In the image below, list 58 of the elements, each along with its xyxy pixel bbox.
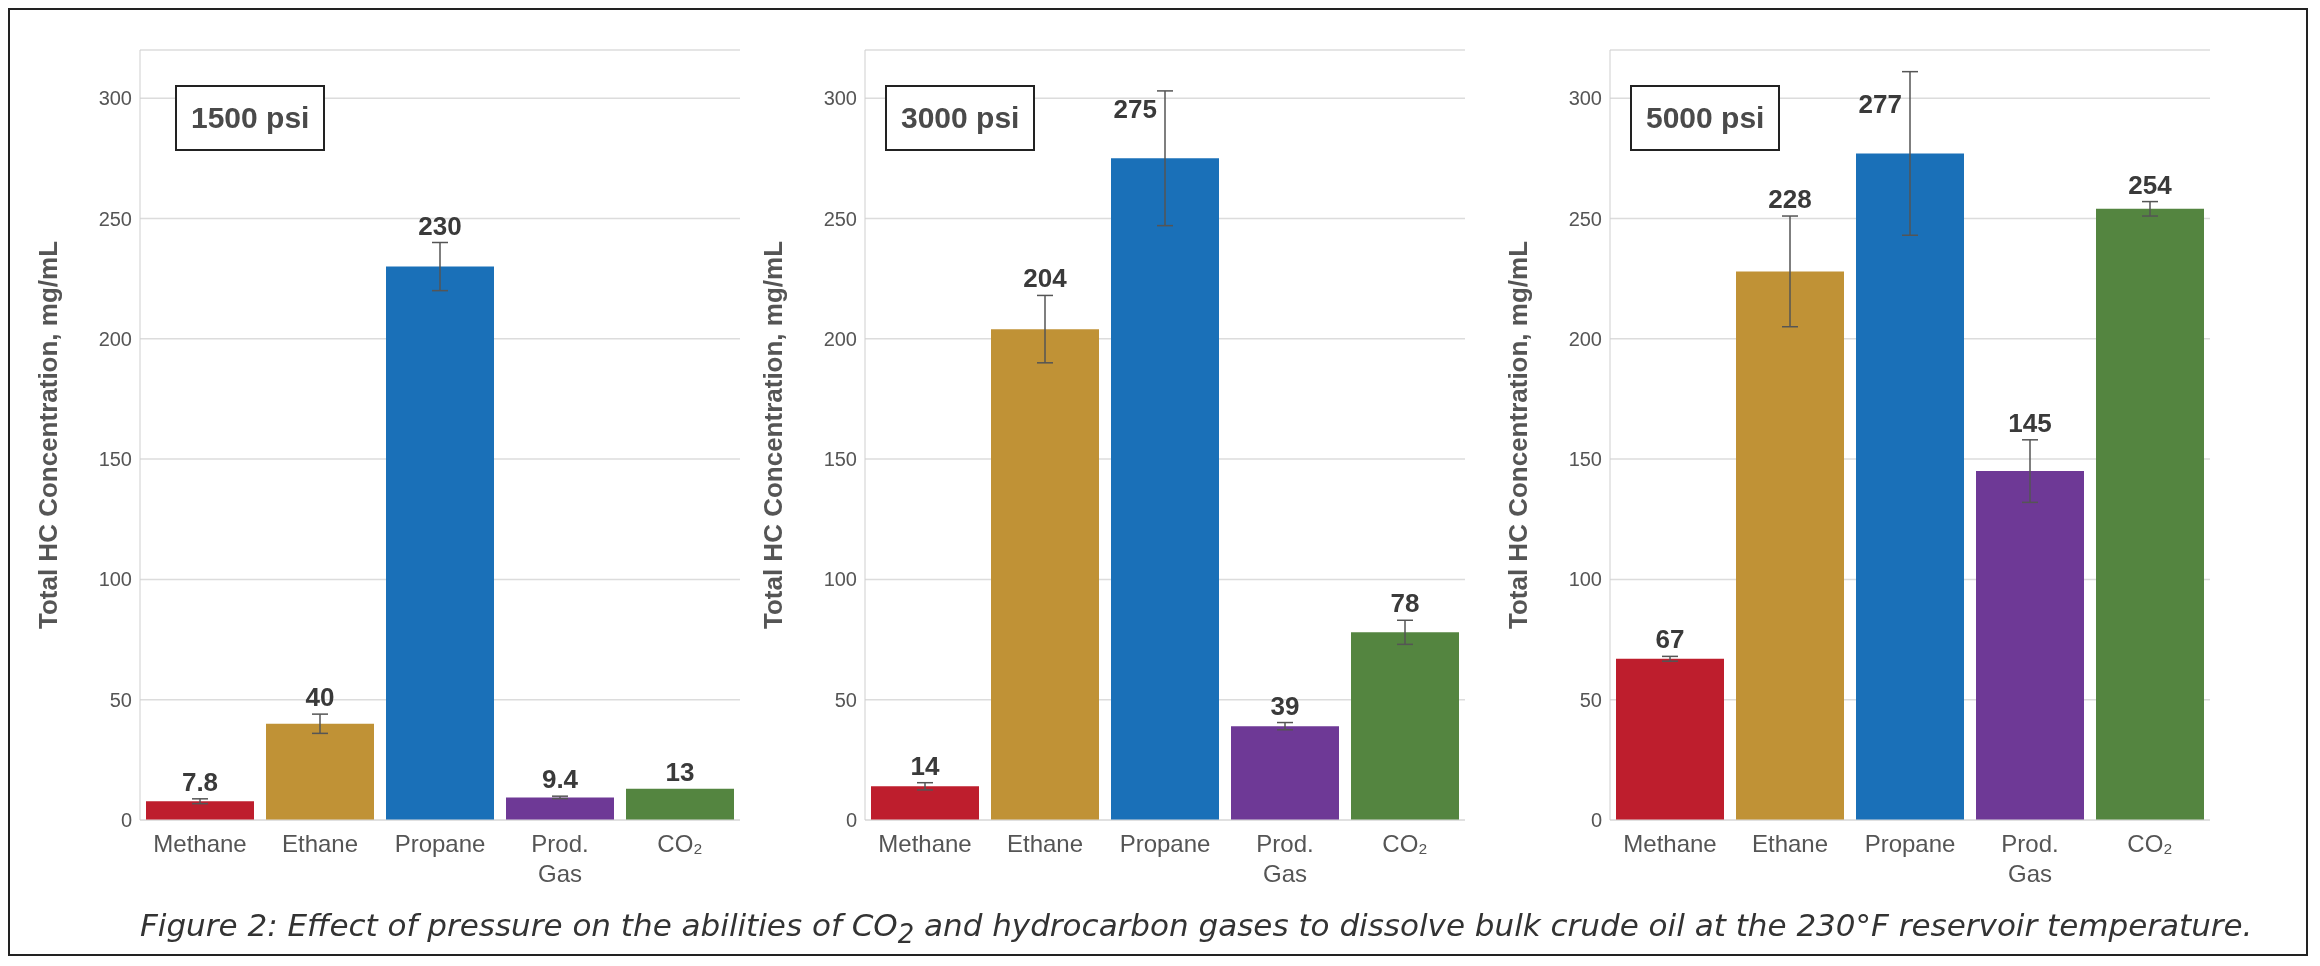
- y-tick-label: 0: [845, 809, 857, 832]
- x-tick-label: Methane: [1623, 830, 1717, 857]
- x-tick-label: Ethane: [1751, 830, 1829, 857]
- y-axis-title: Total HC Concentration, mg/mL: [33, 240, 64, 630]
- y-tick-label: 100: [98, 568, 132, 591]
- caption: Figure 2: Effect of pressure on the abilities of CO$_{2}$ and hydrocarbon gases to dissolve bulk crude oil at the 230°F reservoir temperature.: [140, 907, 2253, 950]
- y-tick-label: 250: [823, 207, 857, 230]
- data-label: 40: [305, 682, 335, 713]
- y-axis-title: Total HC Concentration, mg/mL: [758, 240, 789, 630]
- x-tick-label: Propane: [394, 830, 486, 857]
- y-tick-label: 300: [98, 87, 132, 110]
- y-tick-label: 200: [98, 327, 132, 350]
- data-label: 67: [1655, 624, 1685, 655]
- x-tick-label: Prod. Gas: [531, 830, 589, 887]
- y-tick-label: 200: [1568, 327, 1602, 350]
- data-label: 275: [1113, 94, 1157, 125]
- text: 5000 psi: [1630, 85, 1781, 151]
- x-tick-label: CO₂: [2127, 830, 2173, 857]
- y-tick-label: 50: [109, 688, 132, 711]
- y-tick-label: 100: [823, 568, 857, 591]
- text: 3000 psi: [885, 85, 1036, 151]
- x-tick-label: Prod. Gas: [1256, 830, 1314, 887]
- y-tick-label: 150: [1568, 448, 1602, 471]
- y-tick-label: 300: [823, 87, 857, 110]
- data-label: 7.8: [181, 766, 219, 797]
- data-label: 9.4: [541, 764, 579, 795]
- x-tick-label: Prod. Gas: [2001, 830, 2059, 887]
- data-label: 277: [1858, 89, 1902, 120]
- y-tick-label: 0: [1590, 809, 1602, 832]
- x-tick-label: Methane: [878, 830, 972, 857]
- data-label: 228: [1768, 184, 1812, 215]
- data-label: 13: [665, 756, 695, 787]
- text: 1500 psi: [175, 85, 326, 151]
- y-axis-title: Total HC Concentration, mg/mL: [1503, 240, 1534, 630]
- y-tick-label: 150: [823, 448, 857, 471]
- y-tick-label: 100: [1568, 568, 1602, 591]
- y-tick-label: 50: [834, 688, 857, 711]
- y-tick-label: 300: [1568, 87, 1602, 110]
- y-tick-label: 150: [98, 448, 132, 471]
- data-label: 78: [1390, 588, 1420, 619]
- x-tick-label: CO₂: [657, 830, 703, 857]
- x-tick-label: Propane: [1119, 830, 1211, 857]
- data-label: 39: [1270, 690, 1300, 721]
- x-tick-label: Ethane: [281, 830, 359, 857]
- data-label: 14: [910, 750, 940, 781]
- data-label: 254: [2128, 169, 2173, 200]
- data-label: 204: [1023, 263, 1068, 294]
- y-tick-label: 0: [120, 809, 132, 832]
- y-tick-label: 250: [98, 207, 132, 230]
- y-tick-label: 50: [1579, 688, 1602, 711]
- data-label: 145: [2008, 407, 2052, 438]
- x-tick-label: Ethane: [1006, 830, 1084, 857]
- y-tick-label: 250: [1568, 207, 1602, 230]
- data-label: 230: [418, 210, 462, 241]
- x-tick-label: Methane: [153, 830, 247, 857]
- x-tick-label: Propane: [1864, 830, 1956, 857]
- y-tick-label: 200: [823, 327, 857, 350]
- x-tick-label: CO₂: [1382, 830, 1428, 857]
